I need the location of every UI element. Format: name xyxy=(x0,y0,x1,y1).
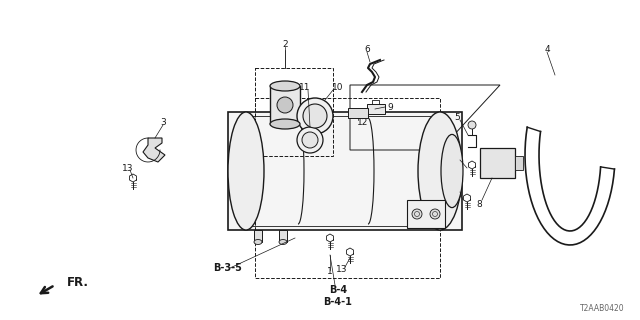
Text: 11: 11 xyxy=(300,83,311,92)
Ellipse shape xyxy=(279,239,287,244)
Text: 12: 12 xyxy=(357,117,369,126)
Bar xyxy=(279,230,287,242)
Text: 10: 10 xyxy=(332,83,344,92)
Bar xyxy=(228,112,462,230)
Text: 5: 5 xyxy=(454,113,460,122)
Text: B-4: B-4 xyxy=(329,285,347,295)
Text: T2AAB0420: T2AAB0420 xyxy=(580,304,625,313)
Ellipse shape xyxy=(254,239,262,244)
Text: 7: 7 xyxy=(454,153,460,162)
Text: 8: 8 xyxy=(476,199,482,209)
Text: 3: 3 xyxy=(160,117,166,126)
Text: B-4-1: B-4-1 xyxy=(324,297,353,307)
Polygon shape xyxy=(326,234,333,242)
Polygon shape xyxy=(346,248,353,256)
Text: 6: 6 xyxy=(364,44,370,53)
Text: 13: 13 xyxy=(122,164,134,172)
Ellipse shape xyxy=(270,119,300,129)
Bar xyxy=(255,68,333,156)
Bar xyxy=(348,108,368,118)
Text: 4: 4 xyxy=(544,44,550,53)
Ellipse shape xyxy=(270,81,300,91)
Circle shape xyxy=(277,97,293,113)
Bar xyxy=(367,104,385,114)
Ellipse shape xyxy=(418,112,462,230)
Bar xyxy=(270,86,300,124)
Circle shape xyxy=(302,132,318,148)
Bar xyxy=(480,148,515,178)
Ellipse shape xyxy=(228,112,264,230)
Bar xyxy=(407,200,445,228)
Text: 2: 2 xyxy=(282,39,288,49)
Text: 13: 13 xyxy=(451,190,463,199)
Circle shape xyxy=(412,209,422,219)
Circle shape xyxy=(430,209,440,219)
Ellipse shape xyxy=(441,134,463,208)
Polygon shape xyxy=(468,161,476,169)
Polygon shape xyxy=(129,174,136,182)
Circle shape xyxy=(297,98,333,134)
Text: FR.: FR. xyxy=(67,276,89,290)
Text: 13: 13 xyxy=(336,266,348,275)
Bar xyxy=(254,230,262,242)
Polygon shape xyxy=(463,194,470,202)
Text: B-3-5: B-3-5 xyxy=(214,263,243,273)
Bar xyxy=(515,156,523,170)
Text: 9: 9 xyxy=(387,102,393,111)
Bar xyxy=(255,98,440,278)
Circle shape xyxy=(468,121,476,129)
Text: 1: 1 xyxy=(327,268,333,276)
Circle shape xyxy=(303,104,327,128)
Circle shape xyxy=(297,127,323,153)
Polygon shape xyxy=(143,138,165,162)
